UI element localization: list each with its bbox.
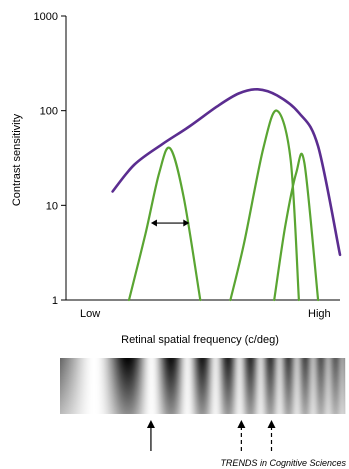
channel-curve-3 (273, 152, 320, 302)
credit-label: TRENDS in Cognitive Sciences (220, 458, 346, 468)
arrow-head-1 (146, 420, 155, 428)
curve-layer (111, 87, 342, 302)
x-high-label: High (308, 308, 331, 320)
grating-shading (60, 358, 345, 414)
y-axis-title: Contrast sensitivity (11, 113, 23, 206)
csf-envelope-curve (111, 87, 342, 257)
sine-grating (60, 358, 346, 414)
channel-curve-2 (229, 109, 300, 302)
annotation-layer (150, 219, 190, 227)
bandwidth-arrow-left-head (150, 219, 157, 227)
channel-curve-1 (127, 146, 202, 302)
y-tick-label: 1000 (34, 11, 58, 23)
x-axis-title: Retinal spatial frequency (c/deg) (121, 334, 279, 346)
y-tick-label: 1 (52, 295, 58, 307)
arrow-head-2 (237, 420, 246, 428)
bandwidth-arrow-right-head (183, 219, 190, 227)
arrow-head-3 (267, 420, 276, 428)
y-tick-label: 10 (46, 200, 58, 212)
y-axis-ticks: 1 10 100 1000 (34, 11, 66, 307)
x-low-label: Low (80, 308, 100, 320)
y-tick-label: 100 (40, 106, 58, 118)
grating-arrows (146, 420, 276, 451)
